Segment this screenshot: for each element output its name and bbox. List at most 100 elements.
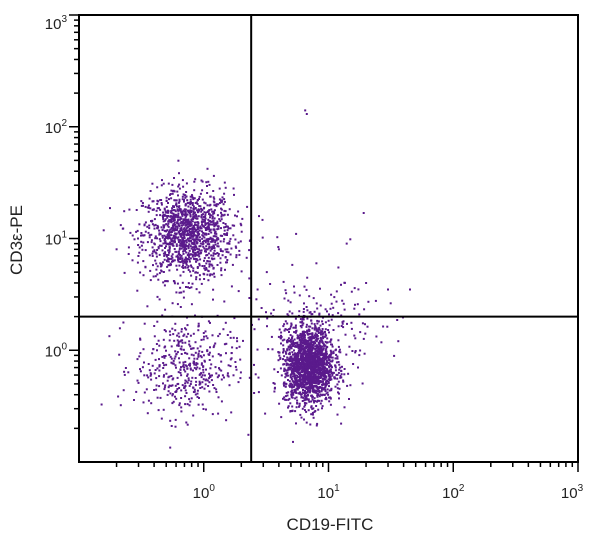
event-point bbox=[234, 361, 237, 363]
event-point bbox=[235, 347, 238, 350]
event-point bbox=[188, 384, 191, 387]
event-point bbox=[168, 219, 171, 222]
event-point bbox=[213, 209, 216, 212]
event-point bbox=[171, 237, 174, 240]
event-point bbox=[208, 204, 211, 207]
event-point bbox=[128, 208, 131, 211]
event-point bbox=[221, 196, 224, 199]
event-point bbox=[294, 390, 297, 393]
event-point bbox=[178, 183, 181, 186]
event-point bbox=[288, 331, 290, 333]
event-point bbox=[225, 250, 228, 253]
event-point bbox=[175, 243, 178, 246]
event-point bbox=[253, 328, 256, 331]
event-point bbox=[178, 248, 181, 251]
event-point bbox=[212, 222, 215, 225]
event-point bbox=[187, 282, 190, 285]
event-point bbox=[273, 382, 276, 385]
event-point bbox=[332, 329, 335, 331]
event-point bbox=[208, 260, 211, 263]
event-point bbox=[325, 396, 327, 399]
event-point bbox=[177, 219, 180, 222]
event-point bbox=[171, 256, 174, 259]
event-point bbox=[323, 374, 326, 377]
event-point bbox=[173, 248, 176, 250]
event-point bbox=[226, 248, 229, 251]
event-point bbox=[163, 374, 165, 377]
event-point bbox=[248, 297, 251, 299]
event-point bbox=[317, 330, 320, 333]
event-point bbox=[176, 388, 179, 390]
event-point bbox=[191, 195, 194, 198]
event-point bbox=[322, 343, 325, 346]
event-point bbox=[237, 241, 240, 244]
event-point bbox=[305, 347, 308, 350]
event-point bbox=[121, 227, 124, 230]
event-point bbox=[228, 208, 231, 211]
event-point bbox=[306, 381, 309, 384]
event-point bbox=[297, 392, 300, 395]
event-point bbox=[195, 258, 198, 260]
event-point bbox=[290, 337, 293, 340]
event-point bbox=[315, 347, 318, 350]
event-point bbox=[291, 263, 294, 266]
event-point bbox=[179, 286, 182, 289]
event-point bbox=[191, 202, 194, 204]
event-point bbox=[182, 250, 185, 253]
event-point bbox=[285, 391, 288, 394]
event-point bbox=[338, 363, 341, 366]
event-point bbox=[224, 321, 227, 324]
event-point bbox=[158, 232, 161, 235]
event-point bbox=[290, 373, 293, 376]
event-point bbox=[181, 231, 184, 234]
event-point bbox=[192, 243, 195, 246]
event-point bbox=[349, 384, 352, 387]
event-point bbox=[298, 337, 301, 339]
event-point bbox=[175, 390, 178, 393]
event-point bbox=[208, 390, 211, 393]
event-point bbox=[223, 229, 226, 232]
event-point bbox=[306, 378, 309, 380]
event-point bbox=[198, 249, 201, 252]
event-point bbox=[223, 376, 225, 379]
event-point bbox=[279, 367, 282, 370]
event-point bbox=[317, 320, 320, 323]
event-point bbox=[321, 405, 324, 408]
event-point bbox=[179, 347, 182, 350]
event-point bbox=[192, 232, 195, 235]
event-point bbox=[175, 233, 177, 236]
event-point bbox=[176, 339, 179, 342]
event-point bbox=[331, 356, 334, 359]
event-point bbox=[189, 224, 192, 227]
event-point bbox=[188, 243, 191, 246]
event-point bbox=[210, 379, 213, 382]
event-point bbox=[323, 370, 326, 372]
event-point bbox=[267, 348, 270, 351]
event-point bbox=[299, 413, 302, 416]
event-point bbox=[185, 392, 188, 394]
event-point bbox=[226, 213, 229, 216]
event-point bbox=[154, 275, 157, 278]
event-point bbox=[300, 364, 303, 367]
event-point bbox=[203, 239, 206, 242]
event-point bbox=[309, 376, 312, 379]
event-point bbox=[346, 384, 349, 387]
event-point bbox=[294, 317, 297, 320]
event-point bbox=[187, 252, 190, 255]
event-point bbox=[127, 246, 130, 249]
event-point bbox=[293, 376, 296, 379]
event-point bbox=[201, 374, 204, 377]
event-point bbox=[312, 407, 315, 410]
event-point bbox=[299, 358, 302, 361]
event-point bbox=[203, 201, 206, 204]
event-point bbox=[206, 167, 209, 170]
event-point bbox=[319, 393, 322, 396]
event-point bbox=[288, 366, 291, 369]
event-point bbox=[217, 245, 220, 248]
event-point bbox=[361, 382, 364, 385]
event-point bbox=[389, 302, 392, 305]
event-point bbox=[167, 202, 169, 204]
event-point bbox=[310, 376, 313, 378]
event-point bbox=[321, 328, 324, 330]
event-point bbox=[224, 268, 226, 271]
